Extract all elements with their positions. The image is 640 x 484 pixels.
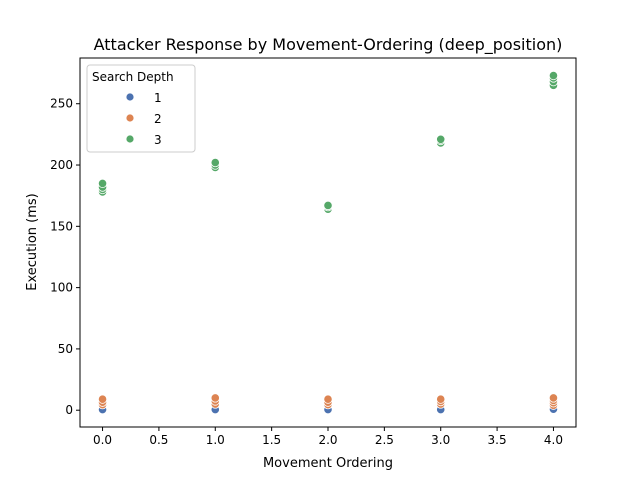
data-point [436,134,446,144]
legend: Search Depth 1 2 3 [86,64,196,153]
y-tick-label: 200 [50,158,73,172]
y-tick-label: 50 [58,342,73,356]
y-tick-label: 150 [50,219,73,233]
chart-title: Attacker Response by Movement-Ordering (… [94,35,563,55]
data-point [323,394,333,404]
x-tick-label: 4.0 [544,433,563,447]
legend-label-3: 3 [154,133,162,147]
legend-title: Search Depth [92,70,174,84]
data-point [436,394,446,404]
data-point [210,393,220,403]
x-tick-label: 0.0 [93,433,112,447]
x-tick-label: 3.5 [488,433,507,447]
data-point [210,157,220,168]
x-tick-label: 2.0 [318,433,337,447]
y-tick-label: 0 [65,403,73,417]
data-point [97,394,108,404]
y-tick-label: 100 [50,281,73,295]
y-tick-label: 250 [50,97,73,111]
legend-label-2: 2 [154,112,162,126]
legend-marker-1 [125,92,135,102]
legend-marker-2 [125,113,135,123]
data-point [323,200,333,211]
x-tick-label: 1.5 [262,433,281,447]
data-point [548,393,559,403]
x-tick-label: 2.5 [375,433,394,447]
x-tick-label: 3.0 [431,433,450,447]
legend-label-1: 1 [154,91,162,105]
legend-marker-3 [125,134,135,144]
series-3-points [97,70,559,214]
x-tick-label: 1.0 [206,433,225,447]
data-point [97,178,108,189]
series-2-points [97,393,559,410]
plot-area: 0.0 0.5 1.0 1.5 2.0 2.5 3.0 3.5 4.0 0 50 100 150 200 2… [50,57,577,447]
y-axis-label: Execution (ms) [25,193,40,291]
x-tick-label: 0.5 [149,433,168,447]
data-point [548,70,559,81]
x-axis-label: Movement Ordering [263,456,393,471]
legend-box [86,64,196,153]
